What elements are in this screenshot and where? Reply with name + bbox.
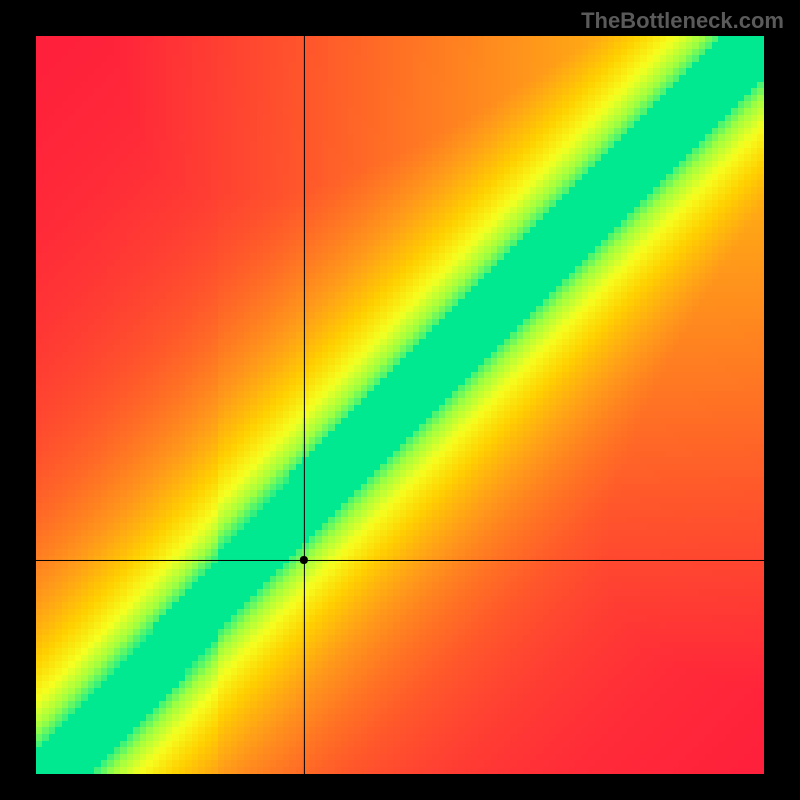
heatmap-plot bbox=[36, 36, 764, 774]
heatmap-canvas bbox=[36, 36, 764, 774]
chart-container: TheBottleneck.com bbox=[0, 0, 800, 800]
watermark-text: TheBottleneck.com bbox=[581, 8, 784, 34]
